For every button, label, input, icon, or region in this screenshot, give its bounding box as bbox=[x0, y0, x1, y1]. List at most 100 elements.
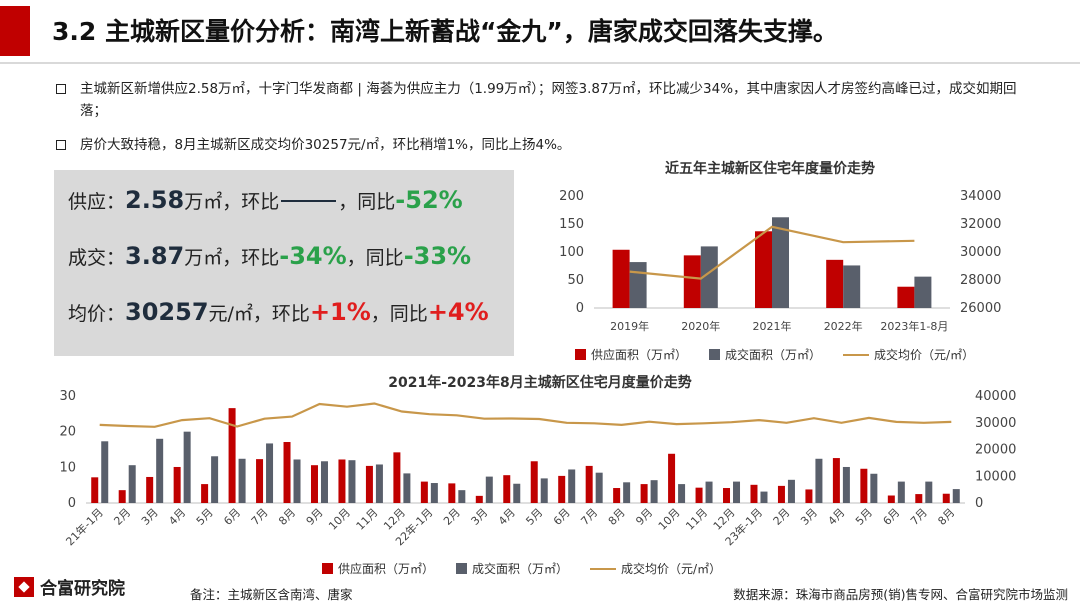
supply-bar bbox=[201, 484, 209, 503]
deal-bar bbox=[843, 265, 861, 308]
x-axis-tick-label: 7月 bbox=[578, 506, 600, 528]
right-axis-tick-label: 40000 bbox=[975, 389, 1016, 404]
x-axis-tick-label: 6月 bbox=[221, 506, 243, 528]
supply-bar bbox=[683, 255, 701, 308]
kpi-deal-value: 3.87 bbox=[125, 242, 185, 270]
right-axis-tick-label: 26000 bbox=[960, 301, 1001, 316]
kpi-deal-mom-label: ，环比 bbox=[222, 247, 280, 269]
legend-swatch bbox=[575, 349, 586, 360]
deal-bar bbox=[458, 490, 466, 503]
bullet-square-icon bbox=[56, 84, 66, 94]
deal-bar bbox=[128, 465, 136, 503]
title-bar: 3.2 主城新区量价分析：南湾上新蓄战“金九”，唐家成交回落失支撑。 bbox=[0, 0, 1080, 64]
left-axis-tick-label: 10 bbox=[59, 460, 76, 475]
left-axis-tick-label: 30 bbox=[59, 389, 76, 404]
kpi-deal-yoy: -33% bbox=[403, 242, 472, 270]
left-axis-tick-label: 200 bbox=[559, 189, 584, 204]
kpi-price-yoy-label: ，同比 bbox=[370, 303, 428, 325]
x-axis-tick-label: 2019年 bbox=[610, 319, 649, 333]
deal-bar bbox=[513, 483, 521, 503]
deal-bar bbox=[101, 441, 109, 503]
supply-bar bbox=[503, 475, 511, 503]
x-axis-tick-label: 3月 bbox=[798, 506, 820, 528]
bullet-text: 房价大致持稳，8月主城新区成交均价30257元/㎡，环比稍增1%，同比上扬4%。 bbox=[80, 137, 571, 153]
x-axis-tick-label: 4月 bbox=[166, 506, 188, 528]
footer-logo-text: 合富研究院 bbox=[40, 579, 125, 599]
supply-bar bbox=[338, 459, 346, 503]
x-axis-tick-label: 9月 bbox=[304, 506, 326, 528]
annual-chart: 0 50 100 150 200 26000 28000 30000 32000 34000 201… bbox=[559, 189, 1001, 333]
page-title: 3.2 主城新区量价分析：南湾上新蓄战“金九”，唐家成交回落失支撑。 bbox=[52, 17, 838, 46]
supply-bar bbox=[365, 465, 373, 503]
x-axis-tick-label: 8月 bbox=[276, 506, 298, 528]
right-axis-tick-label: 10000 bbox=[975, 469, 1016, 484]
supply-bar bbox=[777, 485, 785, 503]
deal-bar bbox=[925, 481, 933, 503]
bullet-supply-deal: 主城新区新增供应2.58万㎡，十字门华发商都 | 海荟为供应主力（1.99万㎡）… bbox=[56, 78, 1041, 122]
deal-bar bbox=[595, 472, 603, 503]
deal-bar bbox=[430, 483, 438, 503]
right-axis-tick-label: 30000 bbox=[975, 416, 1016, 431]
right-axis-tick-label: 30000 bbox=[960, 245, 1001, 260]
monthly-chart-title: 2021年-2023年8月主城新区住宅月度量价走势 bbox=[388, 375, 692, 391]
legend-label: 成交均价（元/㎡） bbox=[874, 348, 975, 362]
price-line bbox=[99, 402, 952, 428]
supply-bar bbox=[448, 483, 456, 503]
legend-label: 供应面积（万㎡） bbox=[591, 348, 688, 362]
x-axis-tick-label: 10月 bbox=[326, 506, 353, 533]
left-axis-tick-label: 0 bbox=[68, 496, 76, 511]
kpi-deal-mom: -34% bbox=[279, 242, 347, 270]
x-axis-tick-label: 9月 bbox=[633, 506, 655, 528]
supply-bar bbox=[723, 488, 731, 503]
right-axis-tick-label: 34000 bbox=[960, 189, 1001, 204]
deal-bar bbox=[293, 459, 301, 503]
x-axis-tick-label: 4月 bbox=[496, 506, 518, 528]
deal-bar bbox=[568, 469, 576, 503]
kpi-price-label: 均价： bbox=[68, 303, 126, 325]
left-axis-tick-label: 150 bbox=[559, 217, 584, 232]
kpi-price-yoy: +4% bbox=[427, 298, 489, 326]
supply-bar bbox=[755, 231, 772, 308]
left-axis-tick-label: 50 bbox=[567, 273, 584, 288]
legend-label: 成交均价（元/㎡） bbox=[621, 562, 722, 576]
x-axis-tick-label: 5月 bbox=[853, 506, 875, 528]
supply-bar bbox=[146, 476, 154, 503]
legend-swatch bbox=[456, 563, 468, 574]
x-axis-tick-label: 7月 bbox=[908, 506, 930, 528]
left-axis-tick-label: 0 bbox=[576, 301, 584, 316]
x-axis-tick-label: 11月 bbox=[354, 506, 381, 533]
deal-bar bbox=[623, 482, 631, 503]
legend-label: 成交面积（万㎡） bbox=[725, 348, 822, 362]
footer-note: 备注：主城新区含南湾、唐家 bbox=[190, 587, 353, 602]
left-axis-tick-label: 100 bbox=[559, 245, 584, 260]
x-axis-tick-label: 5月 bbox=[194, 506, 216, 528]
kpi-supply-label: 供应： bbox=[68, 191, 126, 213]
kpi-price-mom-label: ，环比 bbox=[252, 303, 310, 325]
supply-bar bbox=[695, 487, 703, 503]
x-axis-tick-label: 8月 bbox=[606, 506, 628, 528]
supply-bar bbox=[832, 458, 840, 503]
x-axis-tick-label: 21年-1月 bbox=[63, 505, 106, 546]
deal-bar bbox=[897, 481, 905, 503]
supply-bar bbox=[897, 286, 915, 308]
deal-bar bbox=[211, 456, 219, 503]
deal-bar bbox=[540, 478, 548, 503]
deal-bar bbox=[348, 460, 356, 503]
supply-bar bbox=[393, 452, 401, 503]
left-axis-tick-label: 20 bbox=[59, 425, 76, 440]
supply-bar bbox=[475, 495, 483, 503]
title-divider bbox=[0, 62, 1080, 64]
supply-bar bbox=[860, 468, 868, 503]
legend-line bbox=[590, 567, 617, 570]
deal-bar bbox=[485, 476, 493, 503]
deal-bar bbox=[700, 246, 718, 308]
kpi-deal-yoy-label: ，同比 bbox=[346, 247, 404, 269]
kpi-deal: 成交：3.87万㎡，环比-34%，同比-33% bbox=[68, 242, 471, 270]
supply-bar bbox=[826, 259, 844, 308]
kpi-supply-yoy-label: ，同比 bbox=[338, 191, 396, 213]
supply-bar bbox=[942, 493, 950, 503]
x-axis-tick-label: 3月 bbox=[468, 506, 490, 528]
deal-bar bbox=[375, 464, 383, 503]
deal-bar bbox=[914, 276, 932, 308]
